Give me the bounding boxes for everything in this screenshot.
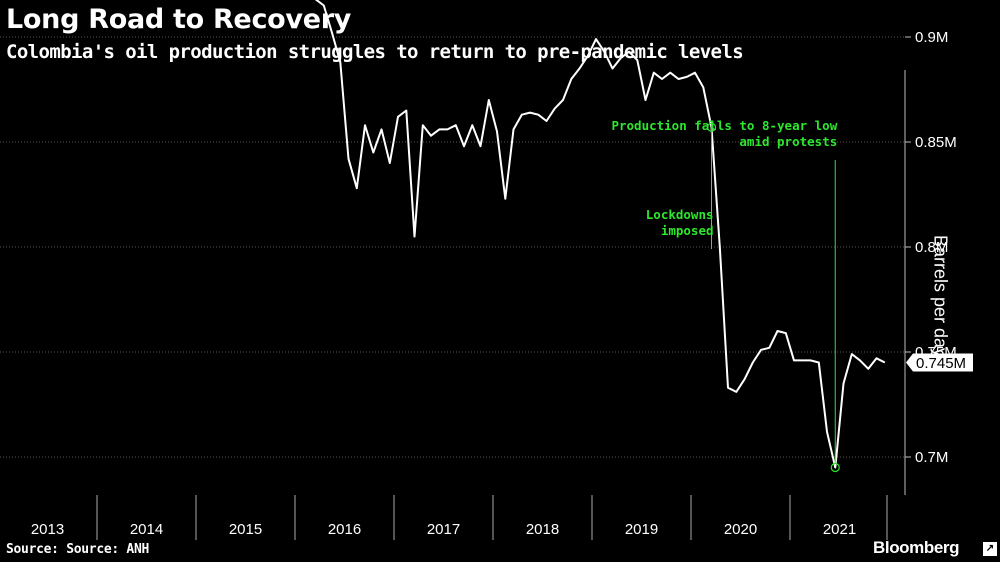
y-tick-label: 0.8M [915, 239, 948, 256]
source-note: Source: Source: ANH [6, 542, 150, 557]
y-tick-label: 0.7M [915, 449, 948, 466]
x-tick-label: 2017 [427, 521, 460, 538]
x-tick-label: 2020 [724, 521, 757, 538]
series-line [314, 0, 886, 469]
grid-layer [0, 36, 911, 495]
bloomberg-logo: Bloomberg [873, 538, 960, 557]
x-tick-label: 2018 [526, 521, 559, 538]
x-tick-label: 2013 [31, 521, 64, 538]
chart-title: Long Road to Recovery [6, 4, 352, 35]
annotation-text: Lockdowns [646, 207, 714, 222]
annotation-marker [830, 462, 840, 473]
bloomberg-arrow-icon: ↗ [983, 542, 997, 556]
x-tick-label: 2016 [328, 521, 361, 538]
series-layer [314, 0, 886, 469]
chart-subtitle: Colombia's oil production struggles to r… [6, 41, 744, 63]
y-tick-label: 0.85M [915, 134, 957, 151]
annotation-text: imposed [661, 223, 714, 238]
last-value-badge [906, 353, 973, 372]
x-tick-label: 2019 [625, 521, 658, 538]
x-axis: 2013 2014 2015 2016 2017 2018 2019 2020 2021 [31, 495, 888, 540]
annotation-text: Production falls to 8-year low [611, 118, 837, 133]
y-axis-label: Barrels per day [930, 235, 951, 358]
last-value-label: 0.745M [916, 355, 966, 372]
x-tick-label: 2014 [130, 521, 163, 538]
annotation-marker [706, 122, 717, 132]
annotation-text: amid protests [739, 134, 837, 149]
x-tick-label: 2021 [823, 521, 856, 538]
x-tick-label: 2015 [229, 521, 262, 538]
y-tick-label: 0.9M [915, 29, 948, 46]
